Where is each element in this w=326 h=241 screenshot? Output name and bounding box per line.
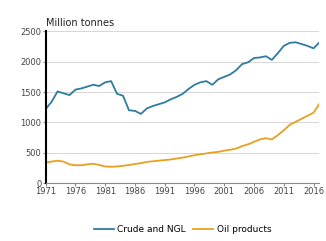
Oil products — [56, 159, 60, 162]
Crude and NGL — [163, 101, 167, 104]
Oil products — [240, 145, 244, 147]
Crude and NGL — [121, 94, 125, 97]
Oil products — [139, 162, 143, 165]
Crude and NGL — [193, 83, 197, 86]
Legend: Crude and NGL, Oil products: Crude and NGL, Oil products — [90, 221, 275, 237]
Crude and NGL — [91, 83, 95, 86]
Oil products — [288, 123, 292, 126]
Oil products — [252, 141, 256, 143]
Crude and NGL — [175, 95, 179, 98]
Line: Crude and NGL: Crude and NGL — [46, 42, 319, 114]
Crude and NGL — [169, 98, 172, 101]
Crude and NGL — [56, 90, 60, 93]
Oil products — [103, 165, 107, 168]
Crude and NGL — [145, 107, 149, 110]
Oil products — [270, 138, 274, 141]
Crude and NGL — [312, 47, 316, 50]
Oil products — [115, 165, 119, 168]
Crude and NGL — [264, 55, 268, 58]
Crude and NGL — [240, 63, 244, 66]
Oil products — [44, 161, 48, 164]
Crude and NGL — [186, 87, 190, 90]
Oil products — [157, 159, 161, 162]
Crude and NGL — [151, 105, 155, 107]
Oil products — [186, 155, 190, 158]
Oil products — [318, 102, 321, 105]
Oil products — [50, 160, 53, 163]
Crude and NGL — [318, 41, 321, 44]
Oil products — [276, 134, 280, 137]
Oil products — [67, 163, 71, 166]
Oil products — [199, 153, 202, 156]
Crude and NGL — [85, 85, 89, 88]
Oil products — [80, 164, 83, 167]
Crude and NGL — [288, 41, 292, 44]
Crude and NGL — [109, 80, 113, 83]
Oil products — [151, 160, 155, 163]
Crude and NGL — [44, 108, 48, 111]
Oil products — [97, 163, 101, 166]
Oil products — [234, 147, 238, 150]
Oil products — [305, 114, 309, 117]
Oil products — [222, 149, 226, 152]
Oil products — [282, 129, 286, 132]
Crude and NGL — [276, 52, 280, 55]
Oil products — [300, 117, 304, 120]
Crude and NGL — [50, 100, 53, 103]
Crude and NGL — [127, 109, 131, 112]
Oil products — [73, 164, 77, 167]
Oil products — [85, 163, 89, 166]
Oil products — [109, 165, 113, 168]
Oil products — [175, 157, 179, 160]
Crude and NGL — [305, 44, 309, 47]
Crude and NGL — [228, 73, 232, 76]
Crude and NGL — [80, 87, 83, 90]
Crude and NGL — [62, 92, 66, 95]
Crude and NGL — [300, 43, 304, 46]
Crude and NGL — [181, 93, 185, 95]
Crude and NGL — [252, 57, 256, 60]
Crude and NGL — [258, 56, 262, 59]
Crude and NGL — [282, 44, 286, 47]
Crude and NGL — [246, 61, 250, 64]
Crude and NGL — [204, 80, 208, 83]
Oil products — [312, 111, 316, 114]
Crude and NGL — [73, 88, 77, 91]
Oil products — [121, 164, 125, 167]
Oil products — [91, 162, 95, 165]
Oil products — [181, 156, 185, 159]
Crude and NGL — [67, 94, 71, 97]
Crude and NGL — [222, 75, 226, 78]
Oil products — [258, 138, 262, 141]
Oil products — [193, 154, 197, 157]
Crude and NGL — [133, 109, 137, 112]
Oil products — [145, 161, 149, 163]
Crude and NGL — [97, 85, 101, 87]
Crude and NGL — [139, 113, 143, 115]
Crude and NGL — [157, 103, 161, 106]
Crude and NGL — [234, 69, 238, 72]
Crude and NGL — [216, 78, 220, 81]
Oil products — [294, 120, 298, 123]
Oil products — [204, 152, 208, 155]
Oil products — [246, 143, 250, 146]
Crude and NGL — [210, 83, 214, 86]
Crude and NGL — [103, 81, 107, 84]
Crude and NGL — [294, 41, 298, 44]
Oil products — [169, 158, 172, 161]
Oil products — [163, 159, 167, 161]
Crude and NGL — [270, 58, 274, 61]
Oil products — [62, 160, 66, 163]
Oil products — [210, 151, 214, 154]
Oil products — [133, 163, 137, 166]
Oil products — [228, 148, 232, 151]
Crude and NGL — [199, 81, 202, 84]
Oil products — [216, 150, 220, 153]
Oil products — [264, 137, 268, 140]
Text: Million tonnes: Million tonnes — [46, 18, 114, 28]
Line: Oil products: Oil products — [46, 104, 319, 167]
Oil products — [127, 163, 131, 166]
Crude and NGL — [115, 93, 119, 95]
